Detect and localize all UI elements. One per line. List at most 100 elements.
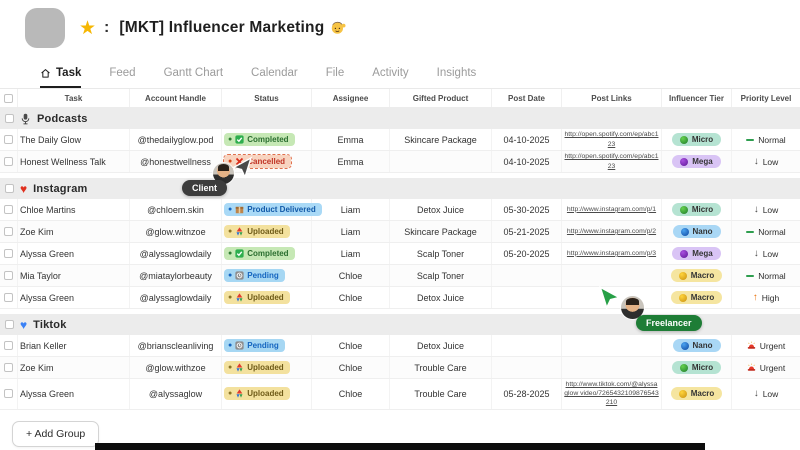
post-link-cell[interactable]: http://open.spotify.com/ep/abc123 (562, 151, 662, 172)
task-cell[interactable]: Mia Taylor (18, 265, 130, 286)
post-link-cell[interactable] (562, 357, 662, 378)
priority-value[interactable]: Normal (746, 135, 786, 145)
post-date-cell[interactable] (492, 335, 562, 356)
group-checkbox[interactable] (5, 184, 14, 193)
priority-cell[interactable]: ↓ Low (732, 199, 800, 220)
post-date-cell[interactable]: 05-20-2025 (492, 243, 562, 264)
status-badge[interactable]: ● Completed (224, 133, 295, 146)
app-logo[interactable] (25, 8, 65, 48)
post-date-cell[interactable] (492, 265, 562, 286)
influencer-tier-cell[interactable]: Micro (662, 357, 732, 378)
status-cell[interactable]: ● Uploaded (222, 357, 312, 378)
priority-value[interactable]: ↓ Low (753, 247, 779, 259)
row-checkbox[interactable] (4, 249, 13, 258)
task-cell[interactable]: The Daily Glow (18, 129, 130, 150)
post-link-cell[interactable]: http://www.instagram.com/p/2 (562, 221, 662, 242)
favorite-star-icon[interactable]: ★ (79, 17, 97, 39)
status-badge[interactable]: ● Completed (224, 247, 295, 260)
influencer-tier-cell[interactable]: Macro (662, 287, 732, 308)
add-group-button[interactable]: + Add Group (12, 420, 100, 447)
gifted-product-cell[interactable]: Detox Juice (390, 335, 492, 356)
tab-task[interactable]: Task (40, 67, 82, 88)
row-checkbox[interactable] (4, 271, 13, 280)
gifted-product-cell[interactable] (390, 151, 492, 172)
task-cell[interactable]: Alyssa Green (18, 287, 130, 308)
influencer-tier-cell[interactable]: Macro (662, 265, 732, 286)
assignee-cell[interactable]: Chloe (312, 357, 390, 378)
post-link-cell[interactable] (562, 287, 662, 308)
tier-badge[interactable]: Mega (672, 247, 721, 260)
assignee-cell[interactable]: Chloe (312, 335, 390, 356)
row-checkbox[interactable] (4, 157, 13, 166)
column-header-assignee[interactable]: Assignee (312, 89, 390, 107)
gifted-product-cell[interactable]: Trouble Care (390, 379, 492, 409)
task-cell[interactable]: Brian Keller (18, 335, 130, 356)
account-handle-cell[interactable]: @glow.witnzoe (130, 221, 222, 242)
account-handle-cell[interactable]: @thedailyglow.pod (130, 129, 222, 150)
post-date-cell[interactable]: 05-21-2025 (492, 221, 562, 242)
influencer-tier-cell[interactable]: Nano (662, 221, 732, 242)
status-cell[interactable]: ● Completed (222, 129, 312, 150)
status-cell[interactable]: ● Uploaded (222, 221, 312, 242)
post-link[interactable]: http://www.instagram.com/p/2 (566, 227, 657, 235)
column-header-post-date[interactable]: Post Date (492, 89, 562, 107)
post-link-cell[interactable]: http://www.tiktok.com/@alyssa glow video… (562, 379, 662, 409)
gifted-product-cell[interactable]: Skincare Package (390, 221, 492, 242)
assignee-cell[interactable]: Liam (312, 199, 390, 220)
account-handle-cell[interactable]: @alyssaglow (130, 379, 222, 409)
post-date-cell[interactable] (492, 357, 562, 378)
account-handle-cell[interactable]: @alyssaglowdaily (130, 287, 222, 308)
post-link-cell[interactable]: http://www.instagram.com/p/3 (562, 243, 662, 264)
account-handle-cell[interactable]: @chloem.skin (130, 199, 222, 220)
select-all-checkbox[interactable] (4, 93, 13, 103)
post-link-cell[interactable] (562, 265, 662, 286)
column-header-priority-level[interactable]: Priority Level (740, 93, 792, 103)
group-header-tiktok[interactable]: ♥ Tiktok (0, 314, 800, 335)
post-link[interactable]: http://www.tiktok.com/@alyssa glow video… (564, 381, 659, 407)
post-date-cell[interactable]: 04-10-2025 (492, 129, 562, 150)
task-cell[interactable]: Alyssa Green (18, 243, 130, 264)
gifted-product-cell[interactable]: Skincare Package (390, 129, 492, 150)
group-header-podcasts[interactable]: Podcasts (0, 108, 800, 129)
tier-badge[interactable]: Macro (670, 291, 723, 304)
row-checkbox[interactable] (4, 389, 13, 399)
post-link-cell[interactable]: http://open.spotify.com/ep/abc123 (562, 129, 662, 150)
tab-feed[interactable]: Feed (109, 67, 135, 88)
priority-cell[interactable]: ↓ Low (732, 243, 800, 264)
status-badge[interactable]: ● Uploaded (224, 387, 290, 401)
post-link[interactable]: http://www.instagram.com/p/1 (566, 205, 657, 213)
status-cell[interactable]: ● Uploaded (222, 379, 312, 409)
task-cell[interactable]: Zoe Kim (18, 221, 130, 242)
tier-badge[interactable]: Micro (671, 133, 722, 146)
priority-value[interactable]: ↑ High (752, 291, 780, 303)
influencer-tier-cell[interactable]: Mega (662, 151, 732, 172)
tab-activity[interactable]: Activity (372, 67, 408, 88)
task-cell[interactable]: Chloe Martins (18, 199, 130, 220)
row-checkbox[interactable] (4, 363, 13, 372)
status-cell[interactable]: ● Uploaded (222, 287, 312, 308)
post-link[interactable]: http://open.spotify.com/ep/abc123 (564, 131, 659, 148)
tier-badge[interactable]: Micro (671, 361, 722, 374)
group-checkbox[interactable] (5, 114, 14, 123)
priority-value[interactable]: ↓ Low (753, 155, 779, 167)
assignee-cell[interactable]: Chloe (312, 379, 390, 409)
column-header-gifted-product[interactable]: Gifted Product (390, 89, 492, 107)
influencer-tier-cell[interactable]: Nano (662, 335, 732, 356)
influencer-tier-cell[interactable]: Micro (662, 199, 732, 220)
priority-cell[interactable]: Urgent (732, 335, 800, 356)
assignee-cell[interactable]: Chloe (312, 265, 390, 286)
column-header-account-handle[interactable]: Account Handle (130, 89, 222, 107)
influencer-tier-cell[interactable]: Macro (662, 379, 732, 409)
row-checkbox[interactable] (4, 293, 13, 302)
priority-cell[interactable]: ↓ Low (732, 151, 800, 172)
post-link-cell[interactable]: http://www.instagram.com/p/1 (562, 199, 662, 220)
tab-calendar[interactable]: Calendar (251, 67, 298, 88)
column-header-post-links[interactable]: Post Links (562, 89, 662, 107)
row-checkbox[interactable] (4, 341, 13, 350)
post-date-cell[interactable] (492, 287, 562, 308)
group-header-instagram[interactable]: ♥ Instagram (0, 178, 800, 199)
priority-cell[interactable]: ↓ Low (732, 379, 800, 409)
account-handle-cell[interactable]: @alyssaglowdaily (130, 243, 222, 264)
column-header-status[interactable]: Status (222, 89, 312, 107)
column-header-influencer-tier[interactable]: Influencer Tier (662, 89, 732, 107)
